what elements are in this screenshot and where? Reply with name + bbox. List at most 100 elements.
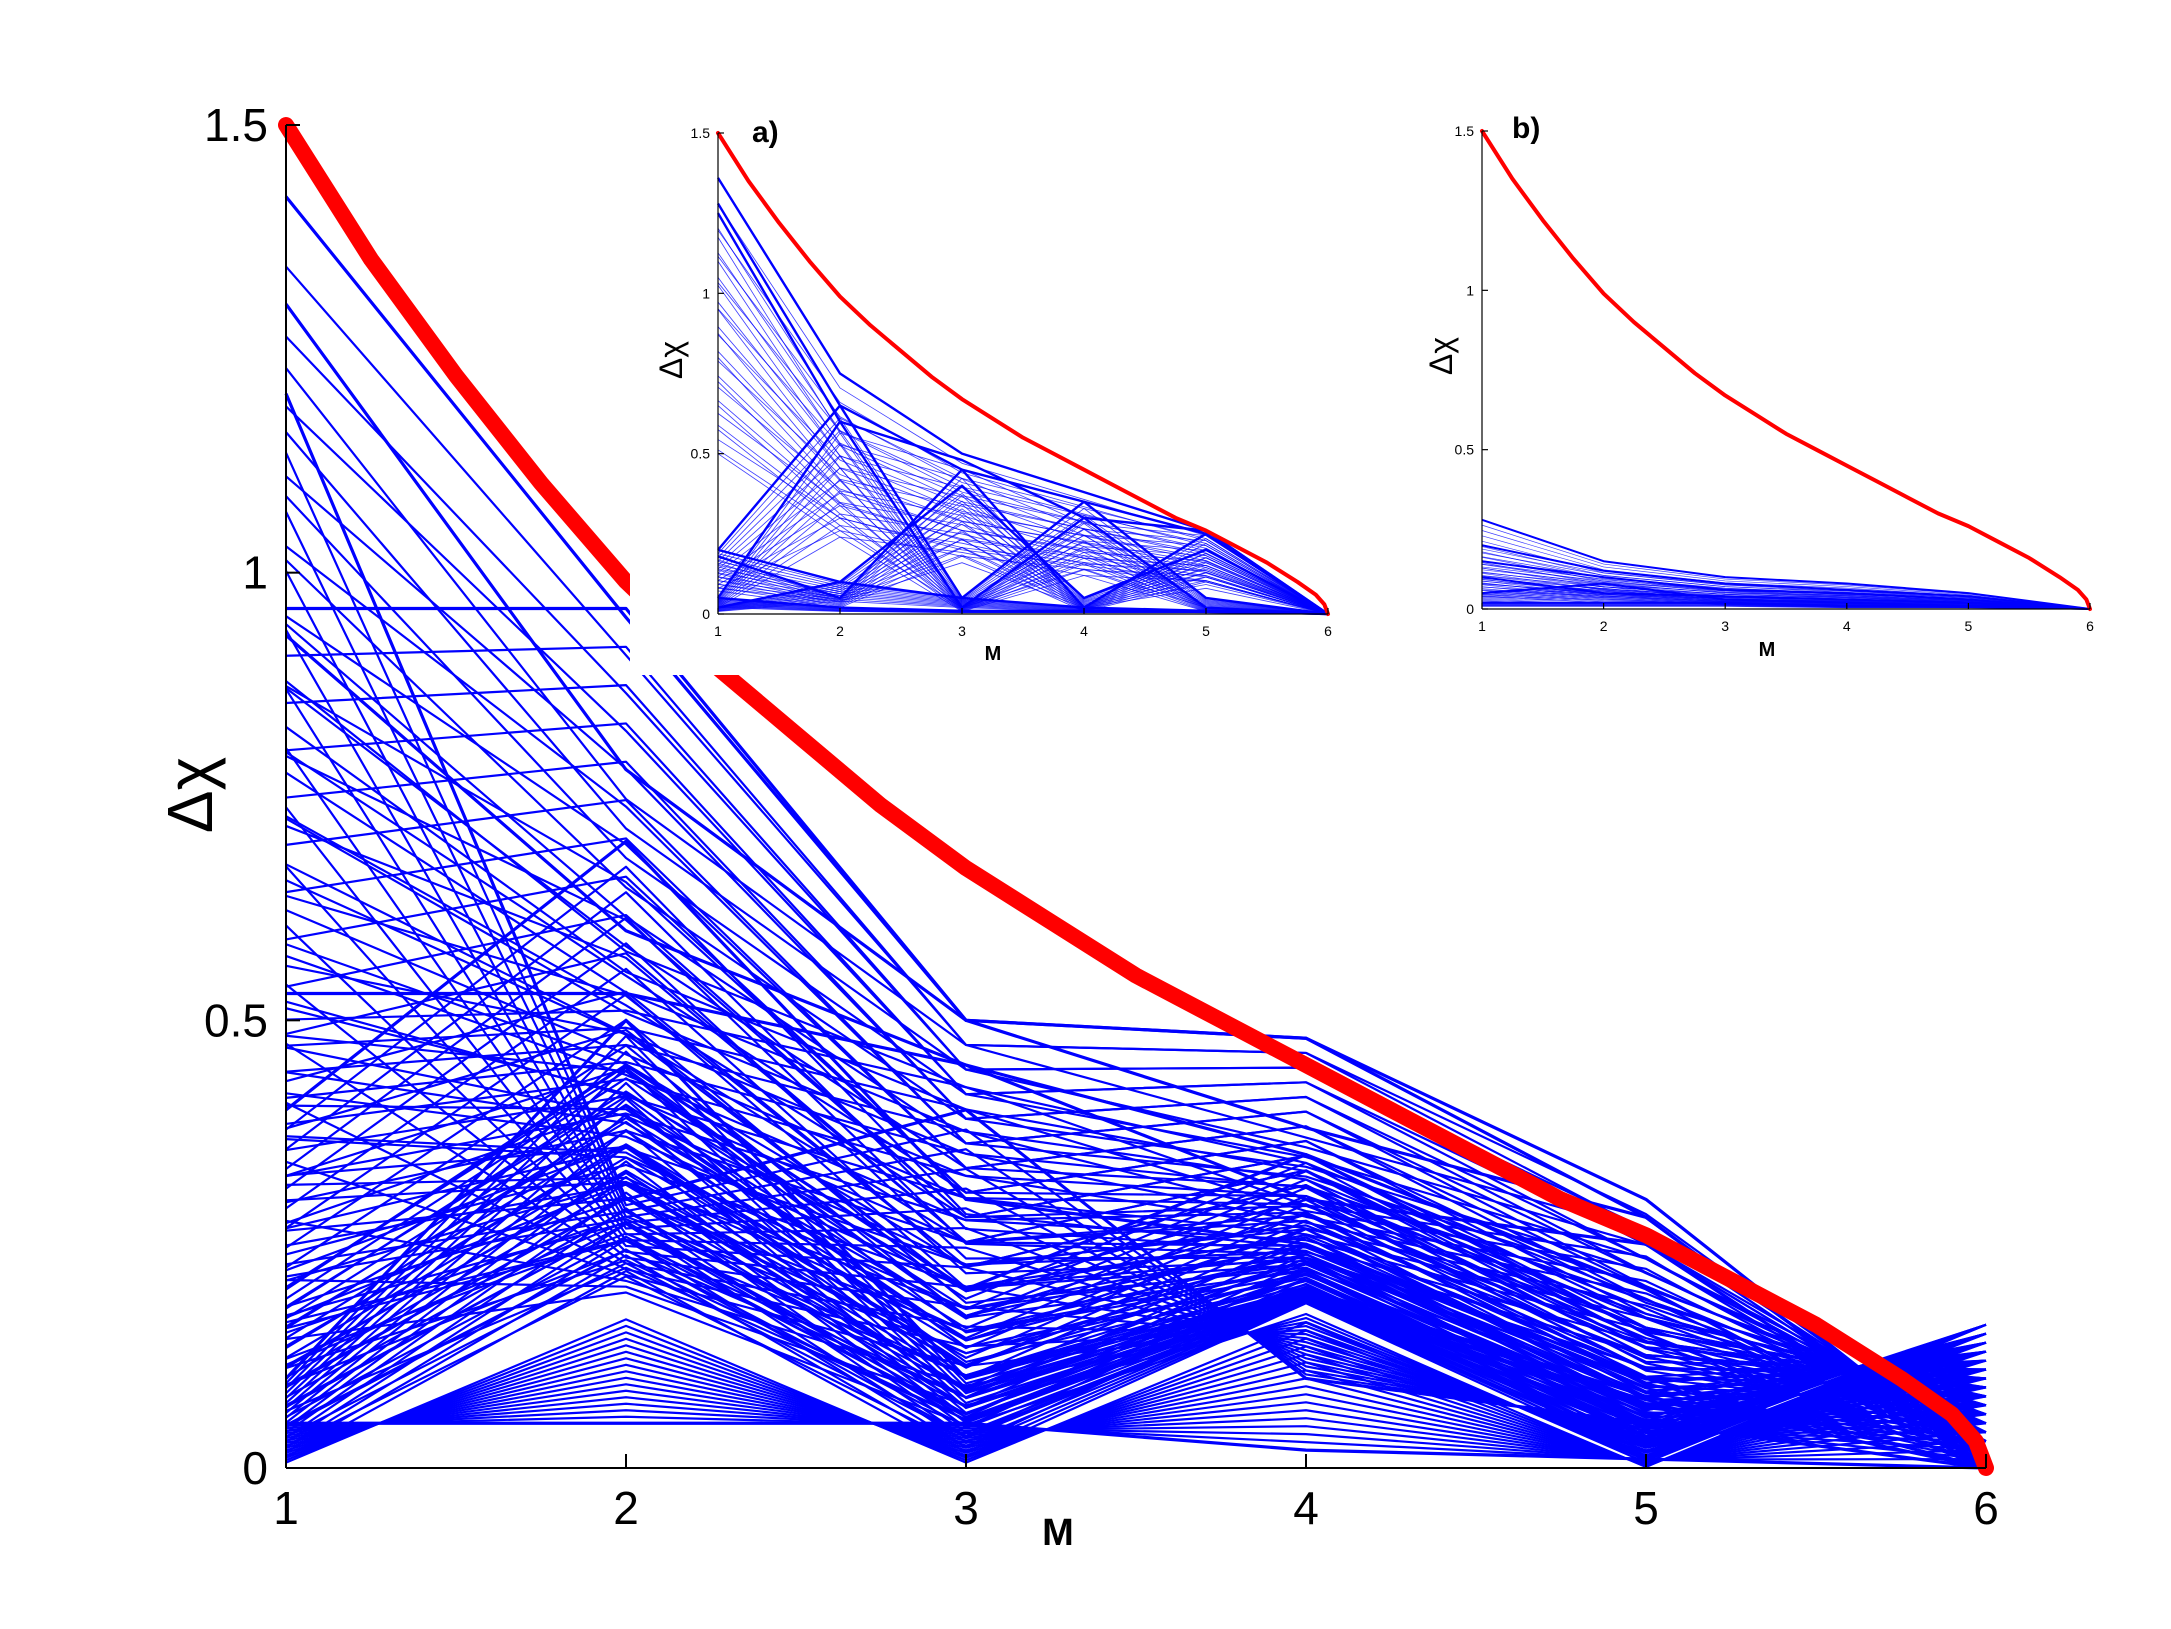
trajectory-line: [285, 1066, 1987, 1443]
trajectory-line: [1481, 518, 2091, 610]
inset-a-trajectories: [716, 177, 1329, 616]
trajectory-line: [717, 261, 1329, 615]
y-tick-label: 1.5: [691, 125, 711, 141]
y-tick-label: 0: [702, 606, 710, 622]
trajectory-line: [1481, 566, 2091, 610]
trajectory-line: [284, 634, 1987, 1470]
trajectory-line: [285, 1222, 1987, 1449]
trajectory-line: [285, 1196, 1987, 1409]
inset-b-upper-bound: [1480, 129, 2092, 611]
trajectory-line: [1481, 530, 2091, 610]
x-tick-label: 2: [836, 623, 844, 639]
trajectory-line: [285, 1254, 1987, 1457]
trajectory-line: [717, 404, 1329, 616]
trajectory-line: [717, 480, 1329, 615]
trajectory-line: [717, 486, 1329, 615]
main-x-axis-label: M: [1042, 1512, 1074, 1554]
trajectory-line: [285, 1026, 1987, 1452]
inset-a-chart: 1 2 3 4 5 6 0 0.5 1 1.5 a) M Δχ: [630, 105, 1335, 675]
inset-a-x-axis-label: M: [985, 643, 1002, 665]
trajectory-line: [285, 1269, 1987, 1461]
main-upper-bound: [278, 117, 1994, 1476]
trajectory-line: [1481, 569, 2091, 610]
x-tick-label: 6: [1973, 1482, 1999, 1534]
trajectory-line: [1481, 563, 2091, 610]
trajectory-line: [285, 1081, 1987, 1434]
trajectory-line: [717, 607, 1329, 615]
trajectory-line: [717, 484, 1329, 616]
main-trajectories: [284, 195, 1987, 1470]
trajectory-line: [717, 554, 1329, 615]
trajectory-line: [285, 771, 1987, 1443]
trajectory-line: [285, 1050, 1987, 1452]
x-tick-label: 4: [1080, 623, 1088, 639]
inset-b-title: b): [1512, 112, 1540, 145]
x-tick-label: 2: [1600, 618, 1608, 634]
x-tick-label: 3: [953, 1482, 979, 1534]
trajectory-line: [285, 1207, 1987, 1445]
inset-a-title: a): [752, 116, 779, 149]
main-chart: 1 2 3 4 5 6 0 0.5 1 1.5 M Δχ: [154, 99, 1999, 1554]
y-tick-label: 0: [1466, 601, 1474, 617]
inset-a-tick-labels: 1 2 3 4 5 6 0 0.5 1 1.5: [691, 125, 1333, 639]
trajectory-line: [285, 1077, 1987, 1461]
trajectory-line: [285, 1175, 1987, 1437]
trajectory-line: [285, 1095, 1987, 1416]
trajectory-line: [285, 952, 1987, 1389]
y-tick-label: 0: [242, 1442, 268, 1494]
x-tick-label: 3: [958, 623, 966, 639]
trajectory-line: [285, 1034, 1987, 1461]
trajectory-line: [717, 531, 1329, 615]
x-tick-label: 2: [613, 1482, 639, 1534]
trajectory-line: [717, 357, 1329, 615]
trajectory-line: [285, 1238, 1987, 1453]
inset-b-chart: 1 2 3 4 5 6 0 0.5 1 1.5 b) M Δχ: [1415, 105, 2115, 670]
x-tick-label: 6: [1324, 623, 1332, 639]
x-tick-label: 1: [273, 1482, 299, 1534]
trajectory-line: [716, 212, 1329, 615]
inset-b-x-axis-label: M: [1759, 639, 1776, 661]
trajectory-line: [717, 546, 1329, 615]
x-tick-label: 6: [2086, 618, 2094, 634]
y-tick-label: 1.5: [1455, 123, 1475, 139]
trajectory-line: [285, 798, 1987, 1425]
trajectory-line: [1481, 552, 2091, 610]
trajectory-line: [285, 817, 1987, 1434]
upper-bound-curve: [716, 131, 1330, 616]
trajectory-line: [285, 1160, 1987, 1433]
y-tick-label: 1: [242, 547, 268, 599]
trajectory-line: [717, 333, 1329, 615]
trajectory-line: [717, 417, 1329, 615]
x-tick-label: 4: [1843, 618, 1851, 634]
trajectory-line: [285, 815, 1987, 1398]
trajectory-line: [285, 1043, 1987, 1443]
y-tick-label: 0.5: [1455, 442, 1475, 458]
trajectory-line: [285, 1113, 1987, 1422]
trajectory-line: [285, 1090, 1987, 1452]
inset-a-y-axis-label: Δχ: [653, 341, 689, 379]
trajectory-line: [285, 1128, 1987, 1426]
inset-b-trajectories: [1481, 518, 2091, 610]
trajectory-line: [717, 539, 1329, 615]
upper-bound-curve: [278, 117, 1994, 1476]
trajectory-line: [1482, 606, 2091, 610]
y-tick-label: 0.5: [691, 446, 711, 462]
trajectory-line: [286, 991, 1987, 1470]
x-tick-label: 1: [1478, 618, 1486, 634]
trajectory-line: [717, 500, 1329, 615]
x-tick-label: 5: [1965, 618, 1973, 634]
main-tick-labels: 1 2 3 4 5 6 0 0.5 1 1.5: [204, 99, 1999, 1534]
trajectory-line: [285, 1191, 1987, 1441]
trajectory-line: [285, 684, 1987, 1452]
inset-a-upper-bound: [716, 131, 1330, 616]
trajectory-line: [717, 516, 1329, 615]
trajectory-line: [717, 538, 1329, 615]
trajectory-line: [1481, 548, 2091, 610]
trajectory-line: [717, 285, 1329, 615]
y-tick-label: 1.5: [204, 99, 268, 151]
x-tick-label: 1: [714, 623, 722, 639]
inset-b-tick-labels: 1 2 3 4 5 6 0 0.5 1 1.5: [1455, 123, 2095, 634]
trajectory-line: [285, 1078, 1987, 1425]
trajectory-line: [285, 726, 1987, 1452]
inset-a-axes: [717, 132, 1329, 615]
